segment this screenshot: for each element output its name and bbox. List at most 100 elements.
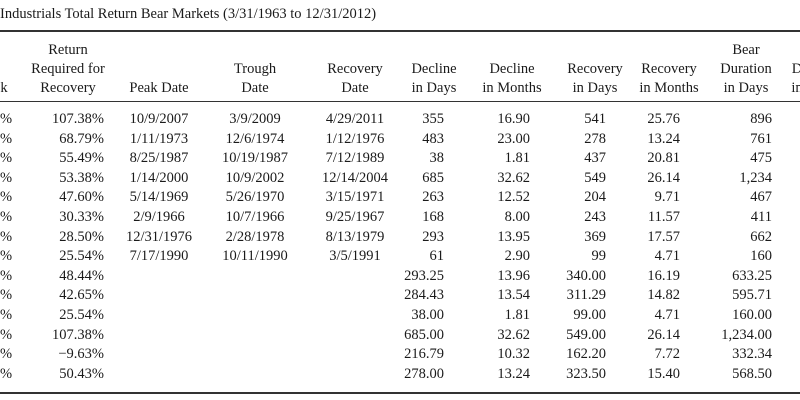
table-cell: 7/17/1990 (129, 248, 189, 265)
table-cell: 12/31/1976 (125, 228, 193, 245)
table-row: % 55.49% 8/25/1987 10/19/1987 7/12/1989 38 1.8… (0, 149, 800, 168)
table-cell: 61 (429, 248, 445, 265)
table-cell: 340.00 (566, 267, 606, 284)
table-cell: 47.60% (59, 189, 104, 206)
column-header-line: Duration (720, 61, 772, 77)
column-header-line: Date (241, 80, 269, 96)
column-header-line: in (791, 80, 800, 96)
table-cell: 13.96 (497, 267, 530, 284)
table-row: % 107.38% 10/9/2007 3/9/2009 4/29/2011 355 16.… (0, 110, 800, 129)
table-cell: 28.50% (59, 228, 104, 245)
table-cell: 411 (750, 209, 772, 225)
column-header-c9: Bear Duration in Days (706, 40, 786, 98)
table-cell: 55.49% (59, 150, 104, 167)
table-cell: 369 (584, 228, 606, 245)
table-cell: 12/6/1974 (225, 130, 285, 147)
table-cell: 38.00 (411, 307, 444, 323)
table-cell: 48.44% (59, 267, 104, 284)
table-cell: 568.50 (732, 365, 772, 382)
table-row: % 68.79% 1/11/1973 12/6/1974 1/12/1976 483 23.… (0, 130, 800, 149)
table-cell: % (0, 326, 13, 343)
column-header-line: D (791, 61, 800, 77)
table-cell: 896 (750, 111, 772, 127)
table-cell: 13.24 (647, 130, 680, 147)
column-header-line: Decline (489, 61, 535, 77)
table-cell: 2/9/1966 (133, 209, 185, 225)
table-cell: 68.79% (59, 130, 104, 147)
column-header-c4: Recovery Date (305, 40, 405, 98)
table-cell: 107.38% (52, 111, 104, 127)
table-cell: 10/9/2002 (225, 169, 285, 186)
table-row: % 25.54% 38.00 1.81 99.00 4.71 160.00 (0, 306, 800, 325)
table-cell: 99 (591, 248, 607, 265)
table-row: % 107.38% 685.00 32.62 549.00 26.14 1,234.00 (0, 326, 800, 345)
column-header-line: Recovery (641, 61, 697, 77)
table-cell: 1.81 (504, 150, 530, 167)
table-cell: 10/19/1987 (221, 150, 289, 167)
table-row: % 47.60% 5/14/1969 5/26/1970 3/15/1971 263 12.… (0, 188, 800, 207)
table-cell: 4/29/2011 (325, 111, 385, 127)
table-cell: 10.32 (497, 346, 530, 363)
table-cell: 293 (422, 228, 444, 245)
table-cell: 20.81 (647, 150, 680, 167)
table-cell: 263 (422, 189, 444, 206)
column-header-line: Peak Date (129, 80, 189, 96)
table-cell: 549.00 (566, 326, 606, 343)
column-header-c7: Recovery in Days (555, 40, 635, 98)
table-cell: 595.71 (732, 287, 772, 304)
column-header-line: Bear (732, 42, 760, 58)
table-cell: 12.52 (497, 189, 530, 206)
column-header-line: Required for (31, 61, 105, 77)
table-cell: 243 (584, 209, 606, 225)
column-header-line: Recovery (567, 61, 623, 77)
table-cell: % (0, 307, 13, 323)
column-header-c5: Decline in Days (399, 40, 469, 98)
table-cell: 1.81 (504, 307, 530, 323)
table-cell: 9.71 (654, 189, 680, 206)
table-cell: % (0, 189, 13, 206)
table-cell: 5/14/1969 (129, 189, 189, 206)
table-cell: 9/25/1967 (325, 209, 385, 225)
table-cell: 107.38% (52, 326, 104, 343)
table-cell: 13.95 (497, 228, 530, 245)
table-cell: 16.19 (647, 267, 680, 284)
table-cell: 4.71 (654, 307, 680, 323)
table-cell: 311.29 (566, 287, 606, 304)
table-cell: 160.00 (732, 307, 772, 323)
table-cell: 662 (750, 228, 772, 245)
table-cell: 284.43 (404, 287, 444, 304)
column-header-line: Trough (233, 61, 277, 77)
table-cell: 168 (422, 209, 444, 225)
table-cell: 25.54% (59, 248, 104, 265)
table-cell: 332.34 (732, 346, 772, 363)
table-cell: % (0, 228, 13, 245)
table-cell: 1,234 (739, 169, 772, 186)
table-cell: 4.71 (654, 248, 680, 265)
column-header-line: in Days (723, 80, 769, 96)
table-cell: 53.38% (59, 169, 104, 186)
column-header-c1: Return Required for Recovery (13, 40, 123, 98)
column-header-line: k (0, 80, 8, 96)
table-row: % 53.38% 1/14/2000 10/9/2002 12/14/2004 685 32… (0, 169, 800, 188)
table-cell: 278.00 (404, 365, 444, 382)
table-cell: 16.90 (497, 111, 530, 127)
table-cell: 99.00 (573, 307, 606, 323)
table-cell: 26.14 (647, 169, 680, 186)
table-cell: % (0, 130, 13, 147)
table-cell: 633.25 (732, 267, 772, 284)
table-cell: 1/11/1973 (129, 130, 189, 147)
table-cell: 3/15/1971 (325, 189, 385, 206)
table-cell: 15.40 (647, 365, 680, 382)
table-cell: 541 (584, 111, 606, 127)
column-header-c8: Recovery in Months (629, 40, 709, 98)
table-cell: % (0, 287, 13, 304)
top-rule (0, 30, 800, 32)
table-cell: 685 (422, 169, 444, 186)
table-cell: 10/11/1990 (222, 248, 288, 265)
table-cell: % (0, 365, 13, 382)
table-cell: % (0, 150, 13, 167)
table-cell: 32.62 (497, 326, 530, 343)
table-cell: 1/12/1976 (325, 130, 385, 147)
table-cell: 293.25 (404, 267, 444, 284)
table-cell: 1/14/2000 (129, 169, 189, 186)
